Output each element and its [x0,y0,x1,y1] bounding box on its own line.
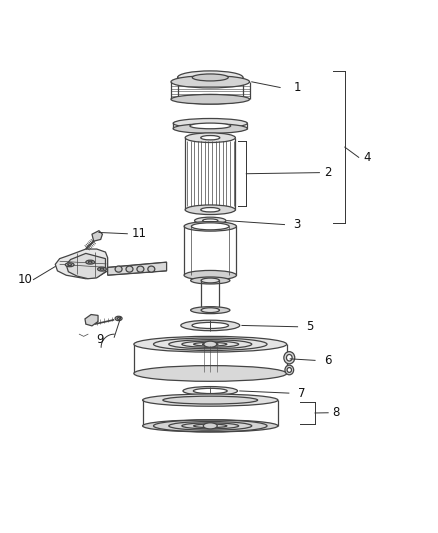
Ellipse shape [134,336,287,352]
Ellipse shape [184,222,237,231]
Ellipse shape [286,354,292,361]
Ellipse shape [143,420,278,432]
Text: 4: 4 [363,151,371,164]
Ellipse shape [192,322,229,328]
Text: 2: 2 [324,166,331,179]
Ellipse shape [100,268,104,270]
Ellipse shape [148,266,155,272]
Text: 3: 3 [293,218,300,231]
Text: 6: 6 [324,354,331,367]
Ellipse shape [88,261,92,263]
Ellipse shape [177,71,243,84]
Ellipse shape [284,352,295,364]
Text: 9: 9 [97,333,104,346]
Ellipse shape [204,341,217,348]
Polygon shape [92,231,102,241]
Ellipse shape [203,219,218,222]
Ellipse shape [192,74,228,81]
Ellipse shape [201,207,220,212]
Ellipse shape [173,118,247,128]
Text: 1: 1 [293,81,301,94]
Ellipse shape [191,277,230,284]
Ellipse shape [190,123,231,129]
Text: 7: 7 [297,386,305,400]
Ellipse shape [193,389,227,393]
Ellipse shape [173,124,247,133]
Ellipse shape [68,264,72,265]
Ellipse shape [191,223,229,230]
Ellipse shape [65,263,74,266]
Ellipse shape [177,94,243,104]
Ellipse shape [134,366,287,381]
Ellipse shape [117,318,120,319]
Ellipse shape [185,133,235,142]
Ellipse shape [126,266,133,272]
Ellipse shape [137,266,144,272]
Text: 10: 10 [18,273,33,286]
Text: 5: 5 [306,320,314,333]
Ellipse shape [115,266,122,272]
Text: 11: 11 [132,227,147,240]
Ellipse shape [184,270,237,280]
Ellipse shape [115,316,122,321]
Ellipse shape [86,260,95,264]
Ellipse shape [201,308,219,312]
Ellipse shape [203,423,217,429]
Ellipse shape [185,205,235,215]
Polygon shape [85,314,98,326]
Ellipse shape [287,368,291,373]
Ellipse shape [163,396,258,404]
Polygon shape [55,249,108,279]
Polygon shape [66,253,106,279]
Ellipse shape [143,394,278,406]
Ellipse shape [183,386,237,395]
Ellipse shape [285,365,293,375]
Ellipse shape [201,135,220,140]
Ellipse shape [171,94,250,104]
Text: 8: 8 [332,406,340,419]
Ellipse shape [191,306,230,313]
Ellipse shape [171,76,250,88]
Ellipse shape [194,217,226,224]
Polygon shape [108,262,166,275]
Ellipse shape [181,320,240,330]
Ellipse shape [201,278,219,283]
Ellipse shape [98,267,106,271]
